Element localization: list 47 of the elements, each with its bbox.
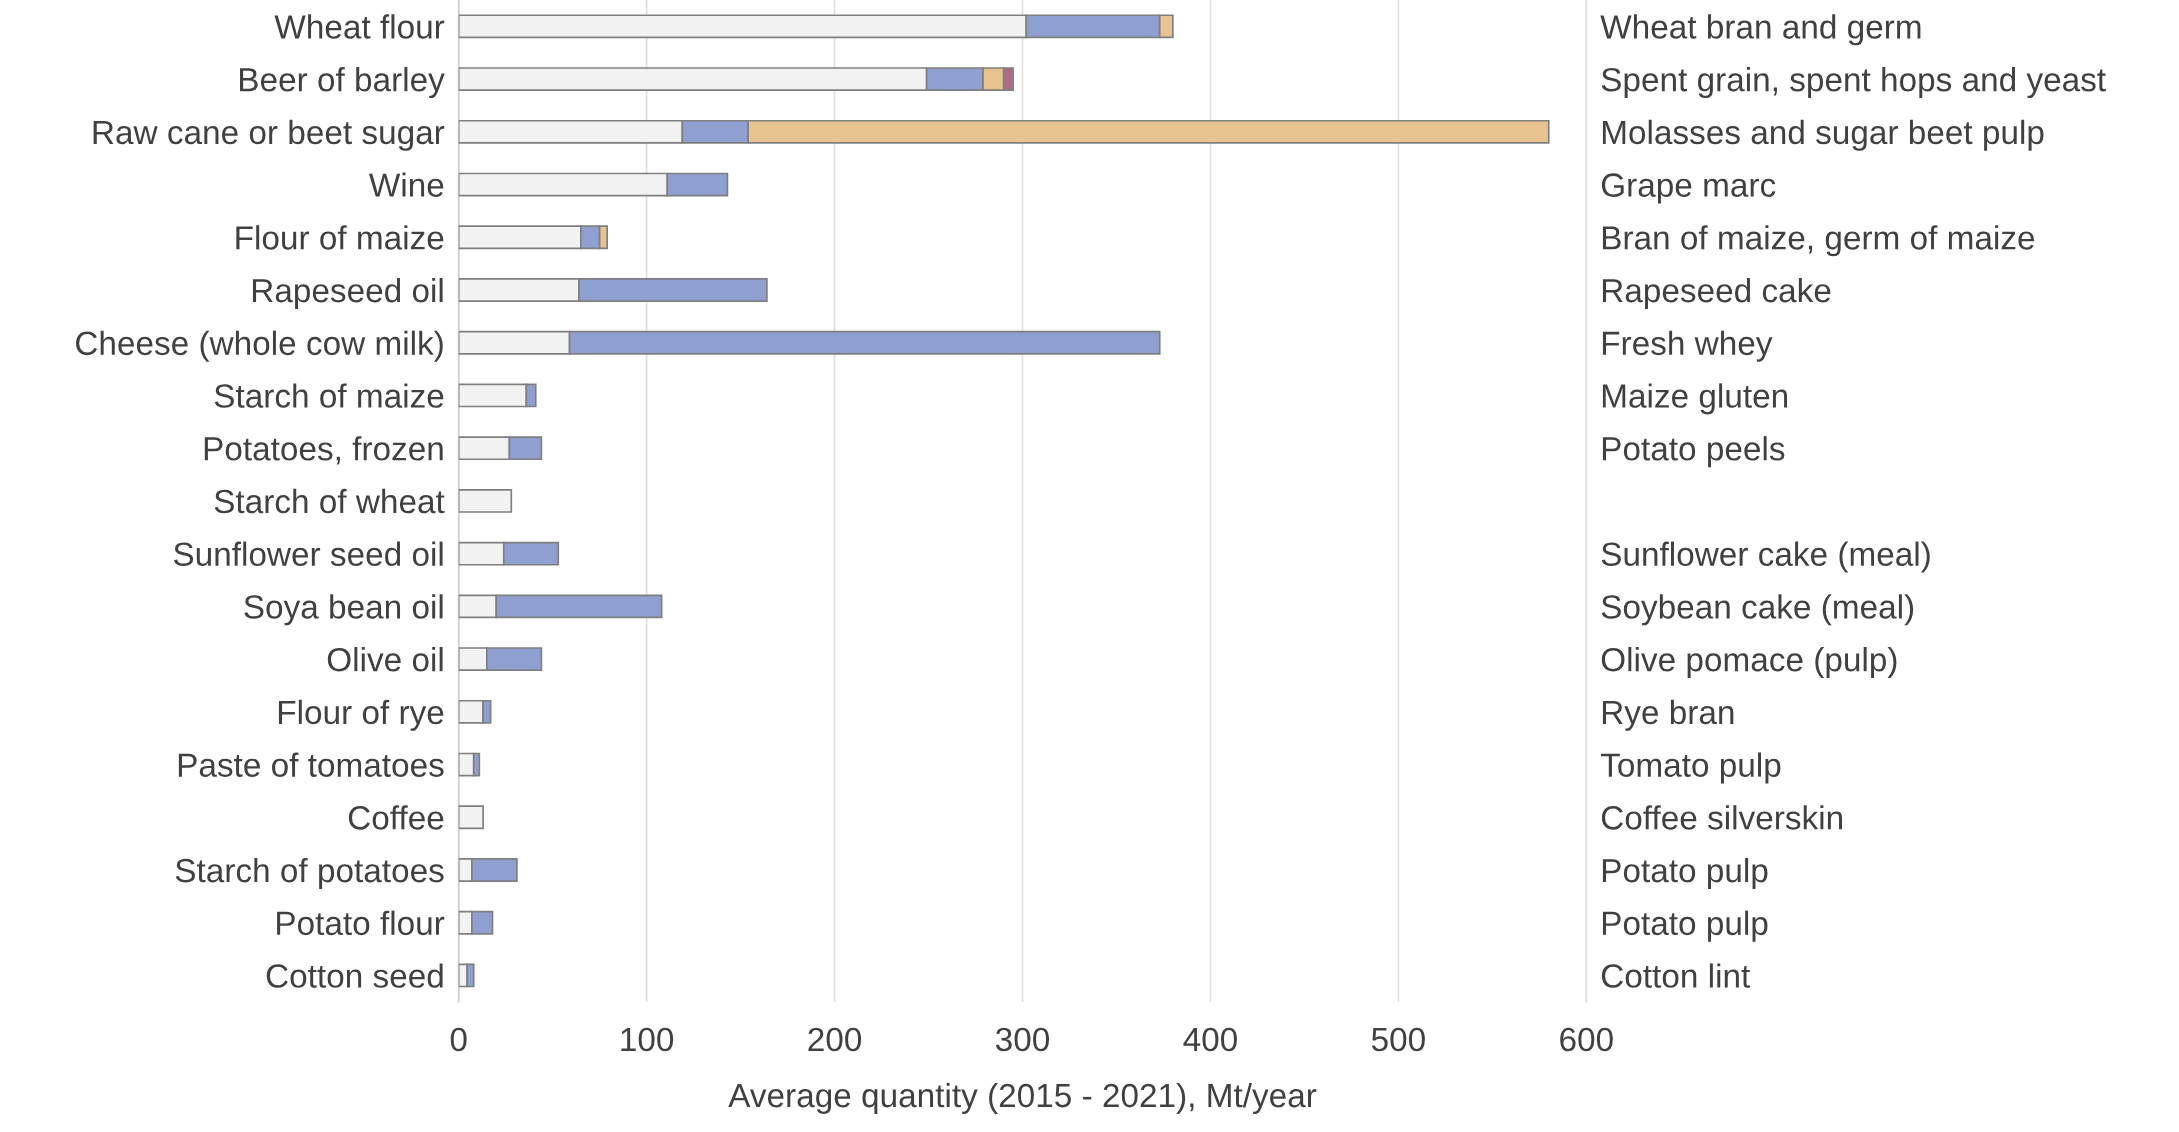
x-axis-title: Average quantity (2015 - 2021), Mt/year [728,1082,1317,1114]
y-tick-label: Starch of maize [214,383,444,408]
y2-tick-label: Soybean cake (meal) [1601,594,1914,626]
y-tick-label: Cotton seed [266,963,443,988]
x-tick-label: 300 [995,1027,1049,1052]
y-tick-label: Soya bean oil [244,594,443,626]
x-tick-label: 600 [1560,1027,1613,1052]
bar [458,805,484,830]
x-tick-label: 500 [1371,1027,1425,1052]
y2-tick-label: Fresh whey [1602,330,1773,362]
y-tick-label: Raw cane or beet sugar [93,119,445,151]
y2-tick-label: Sunflower cake (meal) [1601,541,1930,573]
y-tick-label: Coffee [348,805,444,830]
y2-tick-label: Potato peels [1602,436,1785,468]
y-tick-label: Wine [368,172,444,197]
y2-tick-label: Rapeseed cake [1602,277,1831,309]
bar [458,489,513,513]
y2-tick-label: Tomato pulp [1600,752,1781,784]
y2-tick-label: Spent grain, spent hops and yeast [1601,67,2106,99]
y-tick-label: Rapeseed oil [252,277,443,309]
y2-tick-label: Olive pomace (pulp) [1601,647,1897,679]
y-tick-label: Flour of rye [278,699,444,731]
y-tick-label: Olive oil [327,647,443,672]
y-tick-label: Wheat flour [274,14,445,39]
y2-tick-label: Cotton lint [1601,963,1751,988]
y2-tick-label: Rye bran [1602,699,1734,731]
y-tick-label: Potato flour [277,910,445,936]
y2-tick-label: Grape marc [1601,173,1776,204]
x-tick-label: 200 [808,1027,862,1052]
y2-tick-label: Coffee silverskin [1601,805,1842,830]
y-tick-label: Sunflower seed oil [173,541,443,567]
y2-tick-label: Maize gluten [1602,383,1788,415]
y2-tick-label: Wheat bran and germ [1600,14,1921,46]
y-tick-label: Paste of tomatoes [178,752,444,777]
x-tick-label: 400 [1183,1027,1237,1052]
y-tick-label: Beer of barley [240,67,445,99]
y-tick-label: Starch of wheat [214,488,445,514]
y-tick-label: Cheese (whole cow milk) [76,330,443,362]
y-tick-label: Potatoes, frozen [204,436,443,465]
y2-tick-label: Bran of maize, germ of maize [1602,225,2035,257]
y2-tick-label: Potato pulp [1602,857,1768,889]
y-tick-label: Starch of potatoes [175,857,444,889]
y2-tick-label: Molasses and sugar beet pulp [1602,119,2044,151]
y2-tick-label: Potato pulp [1602,910,1768,942]
y-tick-label: Flour of maize [236,225,444,250]
x-tick-label: 100 [621,1027,674,1052]
x-tick-label: 0 [450,1027,467,1052]
